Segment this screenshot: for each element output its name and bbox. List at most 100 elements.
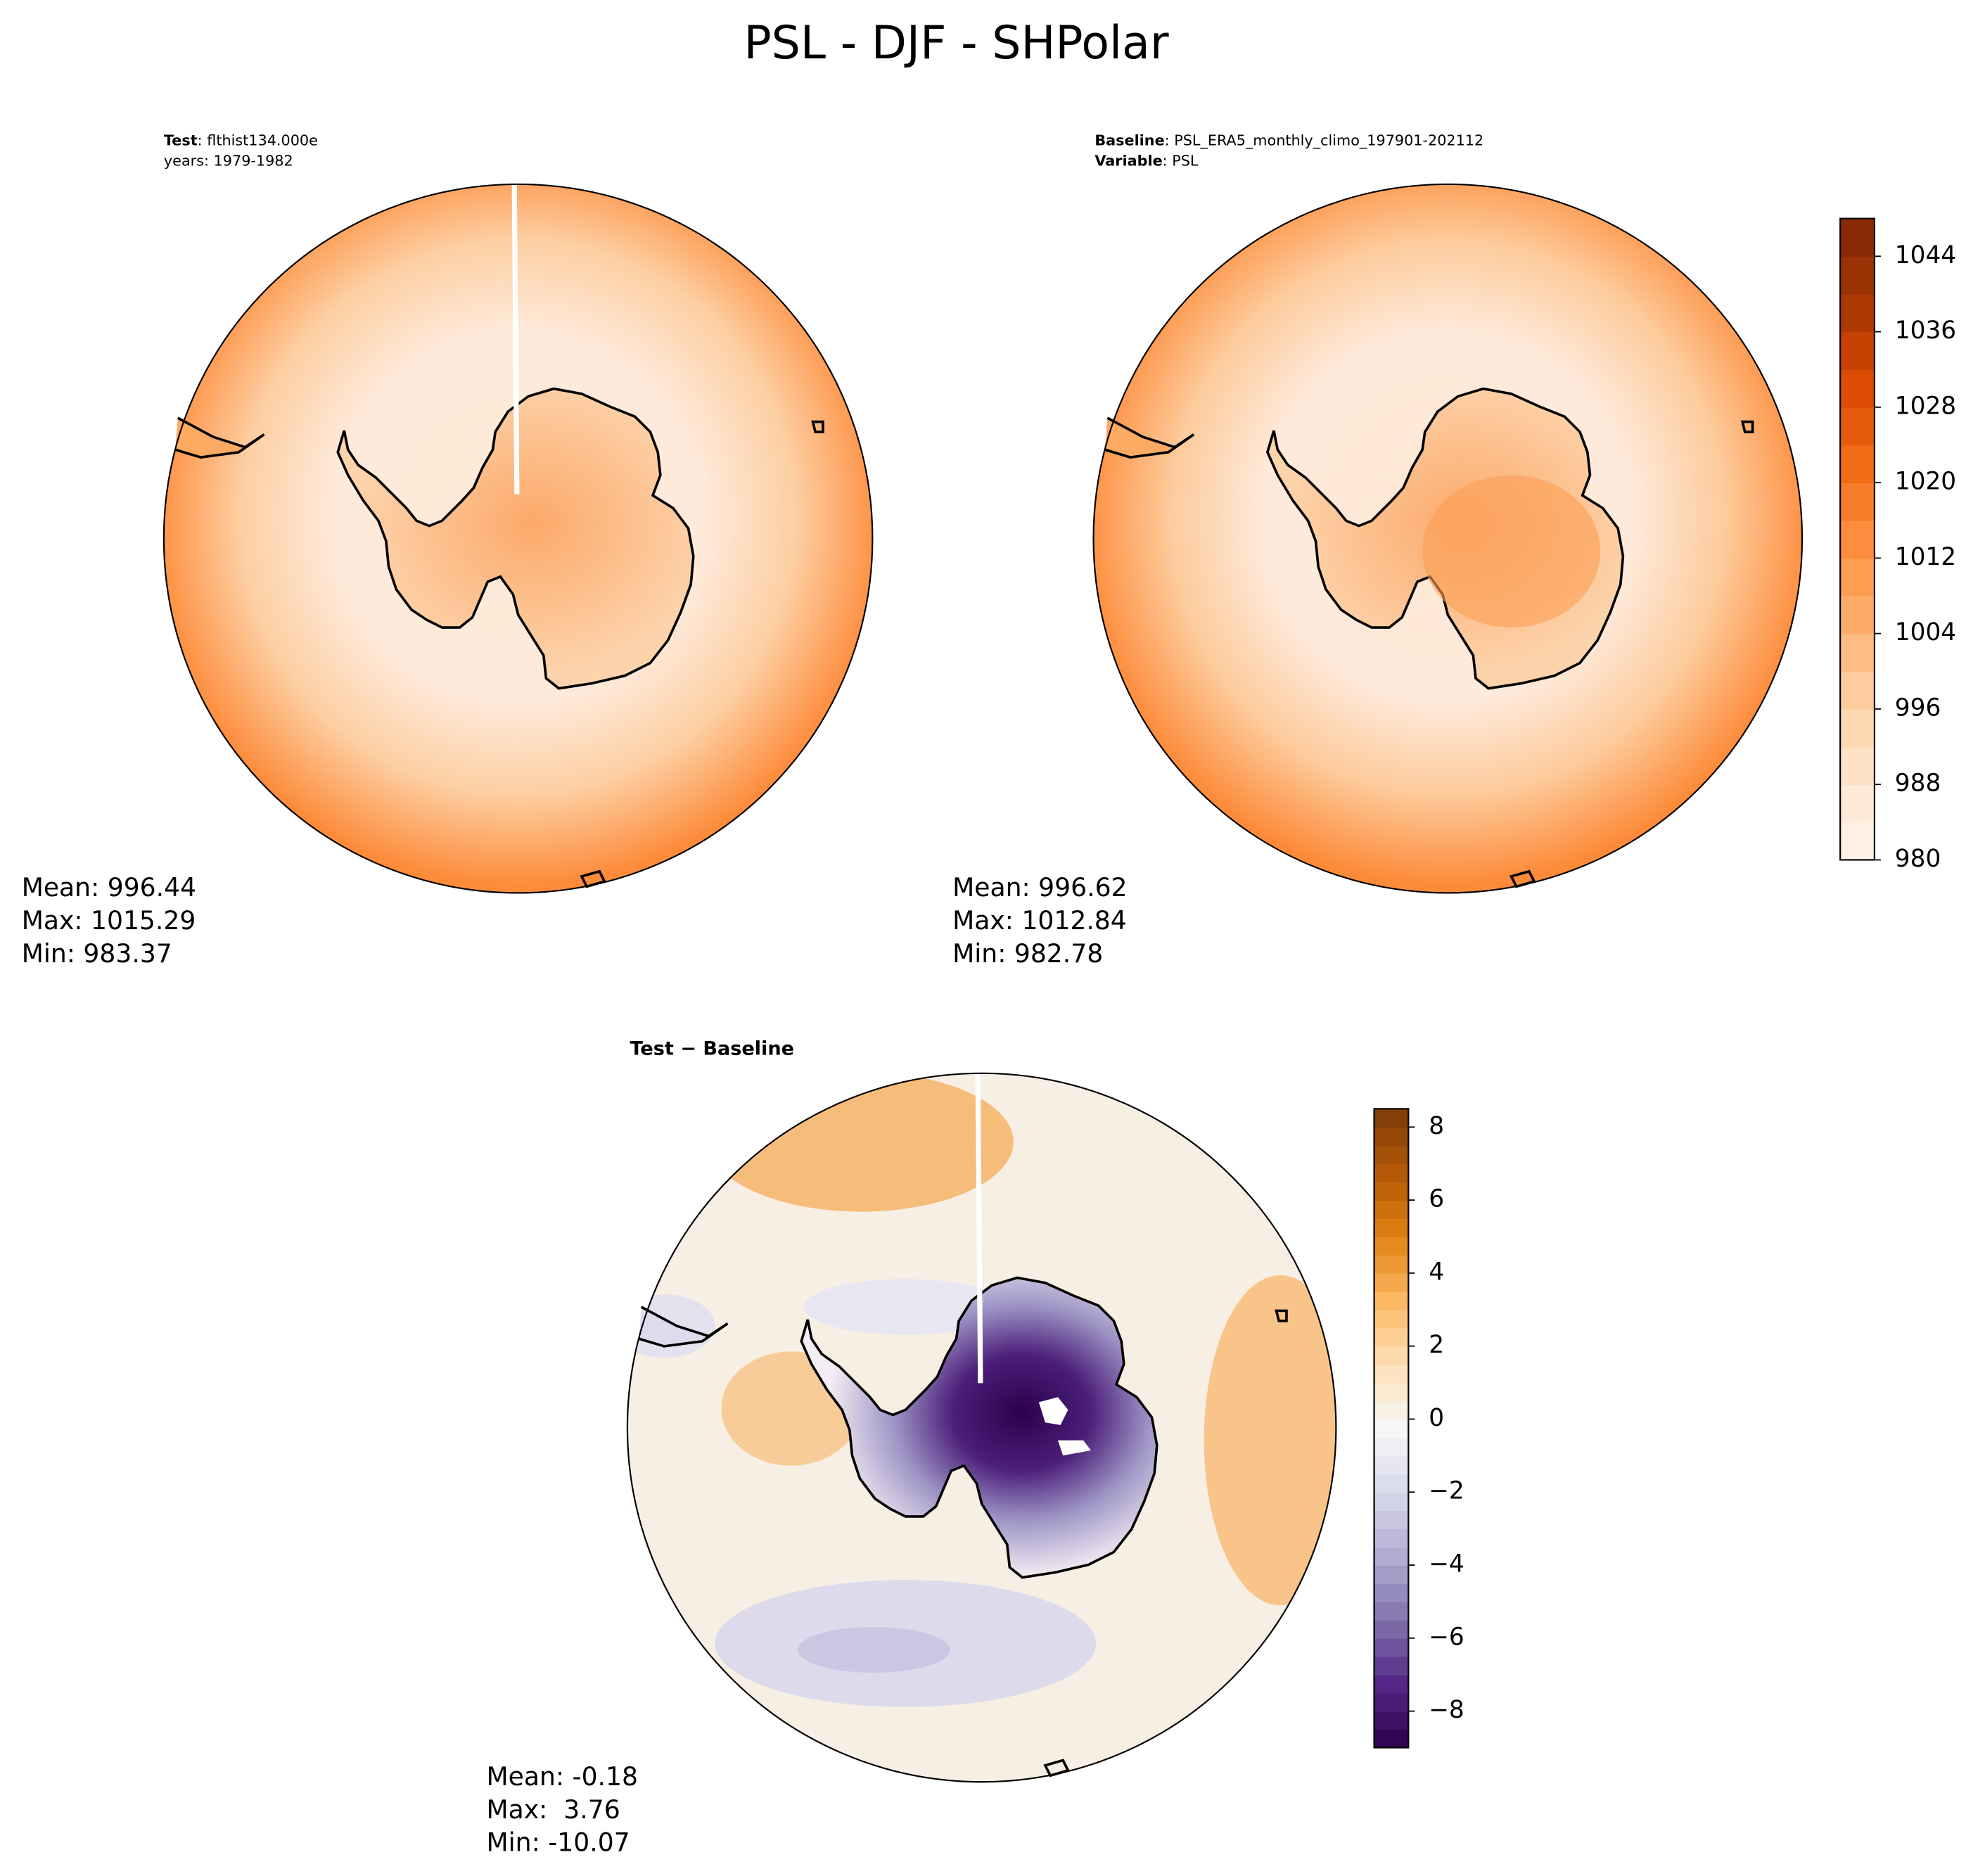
stat-space <box>1030 872 1038 902</box>
colorbar-band <box>1840 596 1875 634</box>
header-text: years: 1979-1982 <box>164 152 293 169</box>
header-key: Baseline <box>1094 132 1164 149</box>
colorbar-band <box>1374 1309 1409 1329</box>
colorbar-band <box>1374 1291 1409 1310</box>
map-frame <box>1092 183 1804 894</box>
colorbar-band <box>1840 708 1875 748</box>
colorbar-band <box>1374 1218 1409 1237</box>
stat-space <box>1014 905 1021 936</box>
coastline <box>1104 416 1195 459</box>
colorbar-band <box>1374 1182 1409 1201</box>
colorbar-band <box>1374 1272 1409 1292</box>
colorbar-band <box>1374 1327 1409 1347</box>
colorbar-band <box>1374 1163 1409 1183</box>
seam <box>975 1073 983 1384</box>
colorbar-tick-label: 1028 <box>1895 392 1956 420</box>
stat-value: 3.76 <box>563 1794 620 1825</box>
stat: Min: 982.78 <box>952 938 1103 969</box>
stat-value: -0.18 <box>573 1761 638 1792</box>
colorbar-band <box>1840 520 1875 559</box>
coastline <box>1043 1309 1288 1778</box>
colorbar-tick-label: 1012 <box>1895 543 1956 571</box>
colorbar-frame <box>1839 217 1876 861</box>
coastline <box>1509 420 1754 888</box>
colorbar-tick-label: 988 <box>1895 770 1941 798</box>
stat-space <box>99 872 107 902</box>
coastline <box>638 1306 729 1348</box>
colorbar-band <box>1840 671 1875 710</box>
colorbar-band <box>1374 1474 1409 1493</box>
colorbar-band <box>1840 293 1875 333</box>
header-text: : flthist134.000e <box>198 132 318 149</box>
colorbar-band <box>1374 1711 1409 1730</box>
colorbar-band <box>1374 1236 1409 1256</box>
colorbar-band <box>1374 1674 1409 1694</box>
missing-data <box>1038 1397 1091 1456</box>
colorbar-band <box>1840 784 1875 823</box>
colorbar-tick-label: 980 <box>1895 845 1941 873</box>
stat-label: Max: <box>487 1794 556 1825</box>
colorbar-band <box>1840 558 1875 596</box>
colorbar-band <box>1374 1656 1409 1676</box>
coastline <box>580 420 824 888</box>
stat-value: 996.44 <box>108 872 196 902</box>
colorbar-band <box>1374 1145 1409 1165</box>
stat-label: Mean: <box>487 1761 565 1792</box>
figure-title: PSL - DJF - SHPolar <box>743 17 1168 70</box>
map-frame <box>626 1072 1337 1783</box>
colorbar-tick-label: 996 <box>1895 694 1941 722</box>
stat-label: Min: <box>952 938 1006 969</box>
colorbar-band <box>1374 1601 1409 1621</box>
colorbar-band <box>1374 1346 1409 1365</box>
panel-header: years: 1979-1982 <box>164 152 293 169</box>
colorbar-band <box>1374 1565 1409 1584</box>
stat-space <box>83 905 91 936</box>
stat: Max: 1012.84 <box>952 905 1127 936</box>
stat-space <box>75 938 83 969</box>
colorbar-band <box>1374 1382 1409 1402</box>
stat-value: 1015.29 <box>91 905 196 936</box>
coastline <box>174 416 265 459</box>
colorbar-band <box>1374 1200 1409 1219</box>
seam <box>511 184 520 494</box>
stat: Mean: 996.44 <box>22 872 196 902</box>
colorbar-band <box>1840 822 1875 861</box>
stat: Max: 1015.29 <box>22 905 196 936</box>
stat-value: 1012.84 <box>1021 905 1126 936</box>
colorbar-band <box>1374 1127 1409 1147</box>
colorbar-tick-label: 0 <box>1429 1404 1444 1432</box>
stat-space <box>1006 938 1014 969</box>
colorbar-band <box>1840 483 1875 521</box>
colorbar-tick-label: 1044 <box>1895 241 1956 269</box>
header-key: Test − Baseline <box>630 1038 794 1059</box>
panel-header: Test − Baseline <box>630 1038 794 1059</box>
stat-space <box>564 1761 572 1792</box>
colorbar-tick-label: 1036 <box>1895 317 1956 345</box>
colorbar-band <box>1374 1692 1409 1712</box>
colorbar-band <box>1374 1729 1409 1749</box>
colorbar-band <box>1374 1529 1409 1548</box>
stat-space <box>540 1827 548 1858</box>
colorbar-band <box>1374 1455 1409 1475</box>
stat-value: -10.07 <box>548 1827 630 1858</box>
stat: Mean: -0.18 <box>487 1761 638 1792</box>
stat: Mean: 996.62 <box>952 872 1127 902</box>
stat: Min: -10.07 <box>487 1827 630 1858</box>
header-text: : PSL_ERA5_monthly_climo_197901-202112 <box>1165 132 1484 150</box>
header-key: Test <box>164 132 198 149</box>
stat-label: Mean: <box>952 872 1030 902</box>
stat: Min: 983.37 <box>22 938 172 969</box>
colorbar-frame <box>1373 1108 1410 1749</box>
colorbar-tick-label: 1004 <box>1895 618 1956 646</box>
stat-label: Max: <box>22 905 83 936</box>
colorbar-tick-label: 6 <box>1429 1185 1444 1213</box>
colorbar-band <box>1840 369 1875 408</box>
colorbar-tick-label: 4 <box>1429 1258 1444 1286</box>
colorbar-band <box>1374 1510 1409 1530</box>
colorbar-band <box>1374 1437 1409 1457</box>
stat-label: Mean: <box>22 872 100 902</box>
colorbar-tick-label: −2 <box>1429 1477 1464 1505</box>
colorbar-band <box>1374 1638 1409 1657</box>
stat-value: 983.37 <box>83 938 172 969</box>
